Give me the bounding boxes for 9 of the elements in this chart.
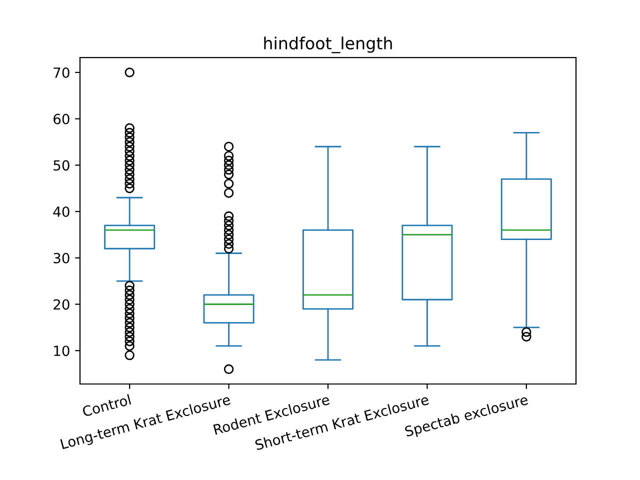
y-tick-label: 40 <box>53 206 70 217</box>
y-tick-label: 60 <box>54 114 70 124</box>
chart-title: hindfoot_length <box>264 36 392 54</box>
y-tick-label: 10 <box>54 346 70 356</box>
x-tick-label: Control <box>82 394 132 417</box>
y-tick-label: 70 <box>54 67 70 78</box>
y-tick-label: 20 <box>54 299 70 310</box>
y-tick-label: 50 <box>54 160 70 171</box>
y-tick-label: 30 <box>54 252 70 264</box>
